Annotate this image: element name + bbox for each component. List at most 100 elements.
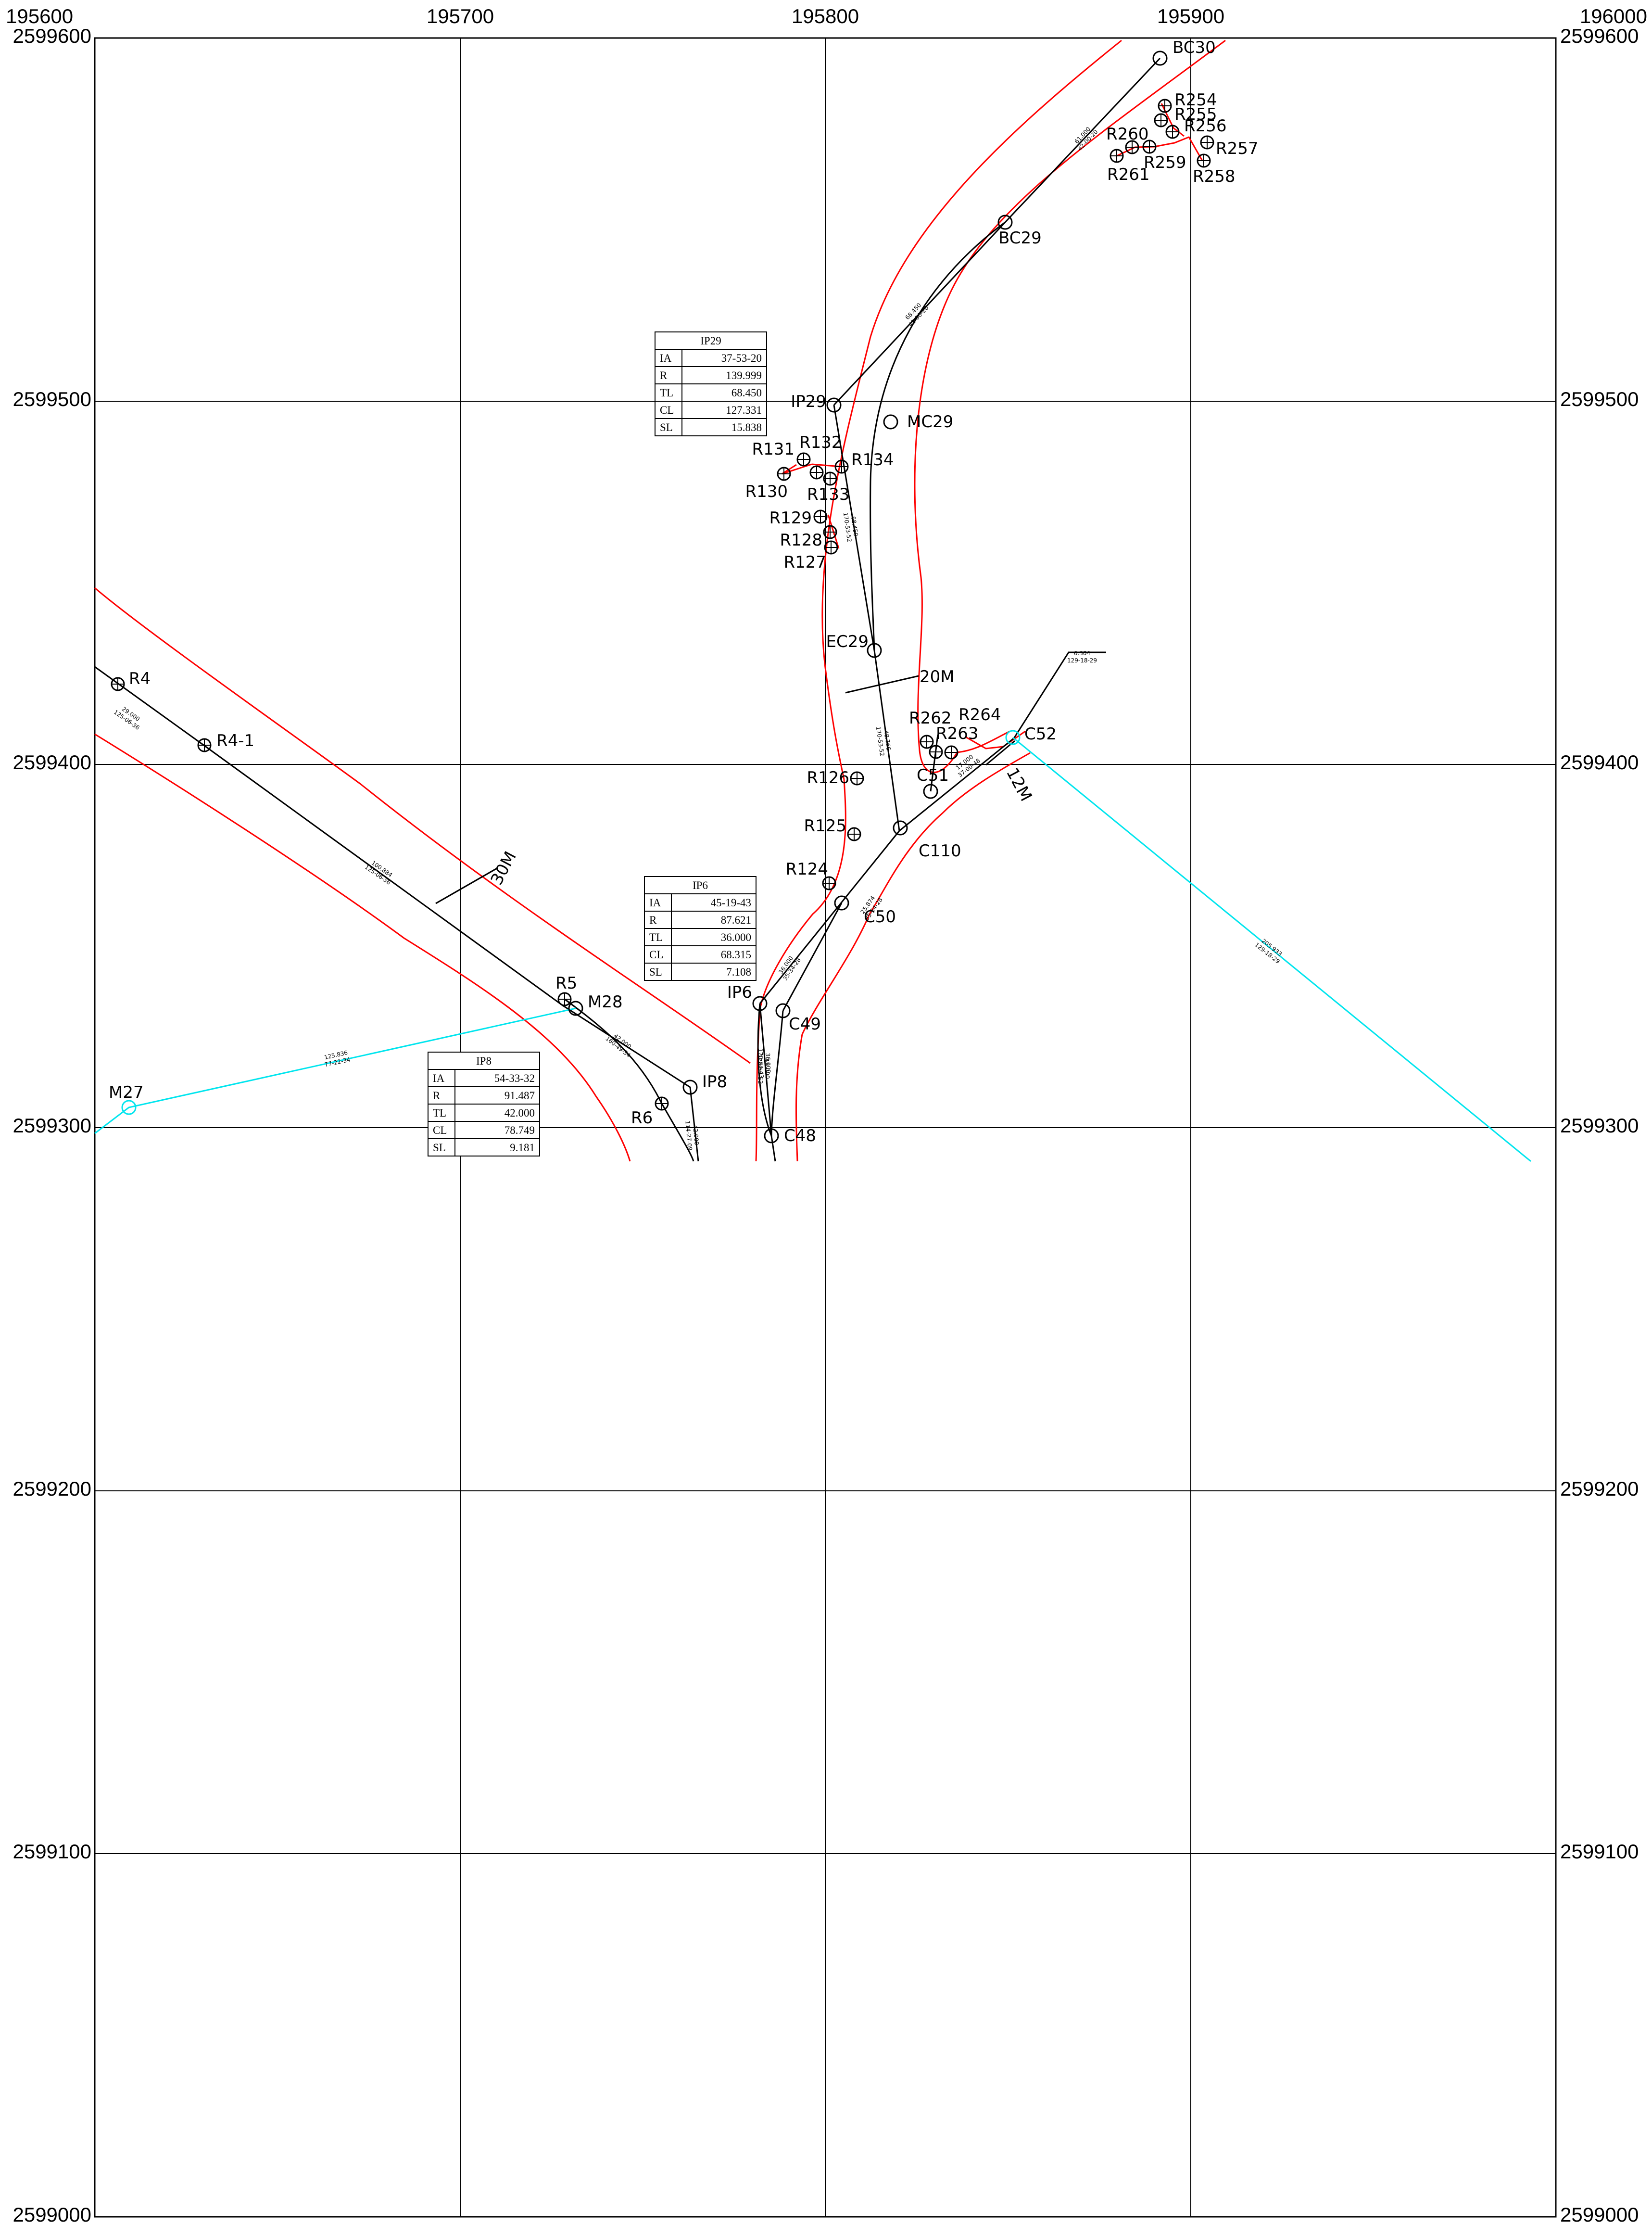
point-marker-circle (883, 414, 898, 430)
curve-table-value: 37-53-20 (721, 352, 762, 364)
curve-table-key: CL (649, 949, 663, 961)
segment-bearing: 129-18-29 (1067, 657, 1097, 664)
road-edge-line (94, 587, 751, 1064)
point-label: R256 (1184, 116, 1227, 136)
point-label: R129 (769, 508, 812, 528)
x-coordinate-label: 196000 (1580, 5, 1647, 27)
centerline (757, 1003, 772, 1136)
point-label: R263 (936, 724, 979, 743)
width-marker: 20M (845, 667, 955, 694)
x-coordinate-label: 195700 (427, 5, 494, 27)
curve-table-key: R (649, 914, 657, 926)
point-label: R134 (851, 450, 894, 470)
point-m27: M27 (109, 1083, 144, 1115)
point-marker-circle (826, 397, 842, 413)
point-label: R5 (555, 974, 577, 993)
point-r128: R128 (780, 525, 837, 550)
point-marker-circle (764, 1128, 779, 1144)
curve-table-value: 15.838 (731, 421, 762, 433)
curve-table-value: 42.000 (504, 1107, 535, 1119)
point-r258: R258 (1193, 153, 1236, 186)
y-coordinate-label-left: 2599500 (13, 388, 91, 410)
curve-table-key: CL (660, 404, 674, 416)
segment-distance: 48.766 (883, 730, 892, 751)
point-marker-circle (893, 820, 908, 836)
point-r6: R6 (631, 1096, 669, 1128)
x-coordinate-label: 195600 (6, 5, 73, 27)
y-coordinate-label-right: 2599500 (1560, 388, 1639, 410)
x-coordinate-label: 195900 (1157, 5, 1224, 27)
point-r257: R257 (1200, 135, 1259, 158)
point-r132: R132 (799, 433, 842, 480)
point-bc29: BC29 (997, 215, 1042, 248)
y-coordinate-label-right: 2599300 (1560, 1114, 1639, 1137)
point-r134: R134 (834, 450, 894, 474)
width-dimension-line (435, 867, 498, 904)
point-r127: R127 (783, 540, 838, 572)
point-marker-circle (121, 1100, 137, 1115)
curve-tables: IP29 IA 37-53-20 R 139.999 TL 68.450 CL 127.331 S… (428, 331, 767, 1156)
point-marker-circle (1005, 730, 1021, 745)
y-coordinate-label-left: 2599300 (13, 1114, 91, 1137)
segment-bearing: 170-24-43 (757, 1048, 765, 1079)
point-r255: R255 (1154, 105, 1217, 127)
curve-table-ip8: IP8 IA 54-33-32 R 91.487 TL 42.000 CL 78.749 SL 9.… (428, 1052, 540, 1156)
point-ip6: IP6 (727, 983, 768, 1011)
segment-distance: 15.000 (763, 1059, 770, 1079)
width-dimension-line (845, 675, 919, 694)
curve-table-value: 9.181 (510, 1142, 535, 1154)
road-centerlines (94, 57, 1161, 1162)
point-label: R126 (807, 768, 849, 788)
point-label: R258 (1193, 167, 1236, 186)
point-r256: R256 (1165, 116, 1227, 139)
curve-table-value: 127.331 (726, 404, 762, 416)
point-label: R264 (958, 705, 1001, 724)
curve-table-title: IP6 (693, 879, 708, 891)
road-edge-line (94, 733, 631, 1162)
curve-table-key: SL (660, 421, 673, 433)
curve-table-key: R (433, 1090, 441, 1102)
curve-table-key: CL (433, 1124, 447, 1136)
point-marker-circle (752, 996, 768, 1011)
curve-table-ip6: IP6 IA 45-19-43 R 87.621 TL 36.000 CL 68.315 SL 7.… (644, 876, 757, 981)
centerline (782, 902, 843, 1011)
y-coordinate-label-left: 2599100 (13, 1840, 91, 1863)
segment-notes: 61.00042-00-2068.45042-00-2068.450170-53… (113, 126, 1283, 1151)
centerline (870, 221, 1006, 651)
point-label: R124 (785, 860, 828, 879)
curve-table-key: TL (660, 387, 673, 399)
curve-table-key: IA (660, 352, 672, 364)
point-r263: R263 (929, 724, 979, 759)
grid-lines (94, 37, 1557, 2218)
segment-bearing: 114-27-09 (684, 1120, 693, 1151)
width-label: 12M (1002, 764, 1035, 804)
boundary-line (1012, 737, 1531, 1162)
point-r5: R5 (555, 974, 577, 1006)
curve-table-value: 45-19-43 (711, 897, 751, 909)
road-boundary-lines (94, 39, 1226, 1162)
road-edge-line (795, 752, 1031, 1162)
centerline (930, 734, 939, 792)
point-c49: C49 (775, 1003, 821, 1034)
point-label: IP8 (702, 1072, 727, 1092)
point-label: R132 (799, 433, 842, 452)
point-r4: R4 (111, 669, 151, 691)
point-c50: C50 (834, 895, 896, 927)
point-label: C51 (917, 766, 949, 785)
point-marker-circle (568, 1001, 583, 1016)
point-label: M27 (109, 1083, 144, 1102)
y-coordinate-label-right: 2599100 (1560, 1840, 1639, 1863)
point-label: R125 (804, 816, 846, 836)
point-c110: C110 (893, 820, 961, 861)
centerline (94, 666, 691, 1088)
